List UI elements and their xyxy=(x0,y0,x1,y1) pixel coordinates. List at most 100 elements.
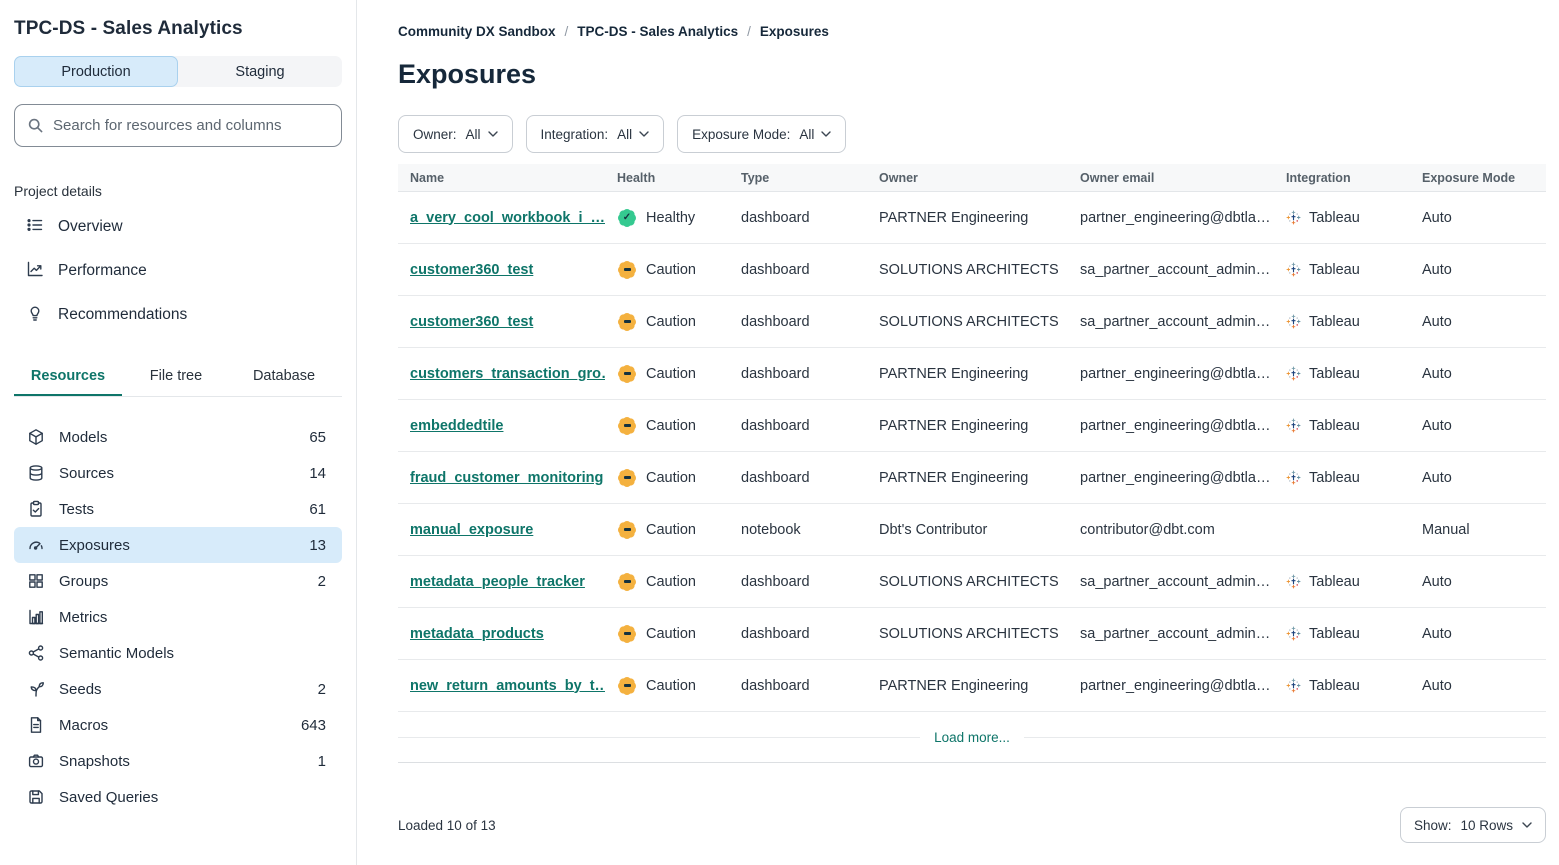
sidebar-item-macros[interactable]: Macros 643 xyxy=(14,707,342,743)
tableau-icon xyxy=(1286,314,1301,329)
exposure-name-link[interactable]: a_very_cool_workbook_i_… xyxy=(410,209,605,226)
owner: PARTNER Engineering xyxy=(879,209,1029,226)
integration-name: Tableau xyxy=(1309,261,1360,278)
tableau-icon xyxy=(1286,366,1301,381)
exposure-mode: Auto xyxy=(1422,209,1452,226)
integration-filter[interactable]: Integration: All xyxy=(525,115,665,153)
table-row: manual_exposure ✓ Caution notebook Dbt's… xyxy=(398,504,1546,556)
table-footer: Loaded 10 of 13 Show: 10 Rows xyxy=(398,807,1546,843)
sidebar-item-label: Sources xyxy=(59,464,115,482)
staging-tab[interactable]: Staging xyxy=(178,56,342,87)
gauge-icon xyxy=(26,536,45,554)
exposure-name-link[interactable]: metadata_people_tracker xyxy=(410,573,585,590)
sidebar-item-models[interactable]: Models 65 xyxy=(14,419,342,455)
health-status: Caution xyxy=(646,573,696,590)
load-more-link[interactable]: Load more... xyxy=(934,729,1010,745)
exposure-mode: Auto xyxy=(1422,313,1452,330)
search-box[interactable] xyxy=(14,104,342,147)
tableau-icon xyxy=(1286,210,1301,225)
chevron-down-icon xyxy=(639,131,649,137)
network-icon xyxy=(26,644,45,662)
sidebar-item-label: Groups xyxy=(59,572,109,590)
rows-per-page-select[interactable]: Show: 10 Rows xyxy=(1399,807,1546,843)
sidebar: TPC-DS - Sales Analytics Production Stag… xyxy=(0,0,357,865)
sidebar-item-tests[interactable]: Tests 61 xyxy=(14,491,342,527)
project-details-label: Project details xyxy=(14,183,102,199)
health-status: Caution xyxy=(646,261,696,278)
tableau-icon xyxy=(1286,626,1301,641)
column-header-health: Health xyxy=(617,170,656,185)
project-title: TPC-DS - Sales Analytics xyxy=(14,18,243,39)
exposure-type: dashboard xyxy=(741,469,810,486)
exposure-name-link[interactable]: new_return_amounts_by_t… xyxy=(410,677,605,694)
exposure-name-link[interactable]: fraud_customer_monitoring xyxy=(410,469,604,486)
loaded-count-text: Loaded 10 of 13 xyxy=(398,817,496,833)
sidebar-item-recommendations[interactable]: Recommendations xyxy=(14,293,342,337)
tab-resources[interactable]: Resources xyxy=(14,359,122,396)
sidebar-item-metrics[interactable]: Metrics xyxy=(14,599,342,635)
clipboard-check-icon xyxy=(26,500,45,518)
breadcrumb-item-project[interactable]: TPC-DS - Sales Analytics xyxy=(577,24,739,39)
sidebar-item-exposures[interactable]: Exposures 13 xyxy=(14,527,342,563)
exposure-name-link[interactable]: customer360_test xyxy=(410,313,534,330)
exposure-type: dashboard xyxy=(741,677,810,694)
sidebar-item-saved-queries[interactable]: Saved Queries xyxy=(14,779,342,815)
owner-email: sa_partner_account_admin… xyxy=(1080,625,1271,642)
owner-email: partner_engineering@dbtla… xyxy=(1080,209,1271,226)
exposure-name-link[interactable]: manual_exposure xyxy=(410,521,534,538)
table-header: Name Health Type Owner Owner email Integ… xyxy=(398,164,1546,192)
search-input[interactable] xyxy=(53,117,329,134)
chevron-down-icon xyxy=(821,131,832,137)
owner: SOLUTIONS ARCHITECTS xyxy=(879,573,1059,590)
resource-count: 1 xyxy=(317,752,326,770)
integration-name: Tableau xyxy=(1309,573,1360,590)
health-status: Caution xyxy=(646,365,696,382)
tab-database[interactable]: Database xyxy=(252,368,316,384)
exposure-name-link[interactable]: embeddedtile xyxy=(410,417,504,434)
production-tab[interactable]: Production xyxy=(14,56,178,87)
owner-filter[interactable]: Owner: All xyxy=(398,115,513,153)
integration-name: Tableau xyxy=(1309,313,1360,330)
sidebar-item-label: Exposures xyxy=(59,536,130,554)
sidebar-item-seeds[interactable]: Seeds 2 xyxy=(14,671,342,707)
health-badge-icon: ✓ xyxy=(617,312,637,332)
sidebar-item-performance[interactable]: Performance xyxy=(14,249,342,293)
table-body: a_very_cool_workbook_i_… ✓ Healthy dashb… xyxy=(398,192,1546,712)
environment-toggle: Production Staging xyxy=(14,56,342,87)
exposure-mode-filter[interactable]: Exposure Mode: All xyxy=(677,115,847,153)
resource-count: 13 xyxy=(309,536,326,554)
integration-name: Tableau xyxy=(1309,417,1360,434)
tableau-icon xyxy=(1286,418,1301,433)
owner: PARTNER Engineering xyxy=(879,677,1029,694)
sidebar-item-label: Metrics xyxy=(59,608,108,626)
sidebar-item-overview[interactable]: Overview xyxy=(14,205,342,249)
sidebar-item-sources[interactable]: Sources 14 xyxy=(14,455,342,491)
owner: PARTNER Engineering xyxy=(879,469,1029,486)
breadcrumb-item-account[interactable]: Community DX Sandbox xyxy=(398,24,556,39)
filter-bar: Owner: All Integration: All Exposure Mod… xyxy=(398,115,1546,153)
owner: SOLUTIONS ARCHITECTS xyxy=(879,625,1059,642)
owner-email: contributor@dbt.com xyxy=(1080,521,1215,538)
exposure-mode: Auto xyxy=(1422,625,1452,642)
exposure-name-link[interactable]: customer360_test xyxy=(410,261,534,278)
exposure-type: dashboard xyxy=(741,209,810,226)
sidebar-item-label: Overview xyxy=(58,218,123,235)
table-row: metadata_people_tracker ✓ Caution dashbo… xyxy=(398,556,1546,608)
sidebar-item-label: Snapshots xyxy=(59,752,130,770)
sidebar-item-semantic-models[interactable]: Semantic Models xyxy=(14,635,342,671)
tableau-icon xyxy=(1286,262,1301,277)
document-icon xyxy=(26,716,45,734)
exposure-name-link[interactable]: metadata_products xyxy=(410,625,544,642)
health-badge-icon: ✓ xyxy=(617,676,637,696)
integration-name: Tableau xyxy=(1309,625,1360,642)
exposure-type: dashboard xyxy=(741,261,810,278)
health-status: Caution xyxy=(646,625,696,642)
table-row: new_return_amounts_by_t… ✓ Caution dashb… xyxy=(398,660,1546,712)
sidebar-item-label: Seeds xyxy=(59,680,102,698)
sidebar-item-snapshots[interactable]: Snapshots 1 xyxy=(14,743,342,779)
filter-label: Integration: xyxy=(540,126,609,142)
sidebar-item-groups[interactable]: Groups 2 xyxy=(14,563,342,599)
column-header-integration: Integration xyxy=(1286,170,1351,185)
tab-file-tree[interactable]: File tree xyxy=(149,368,203,384)
exposure-name-link[interactable]: customers_transaction_gro… xyxy=(410,365,605,382)
